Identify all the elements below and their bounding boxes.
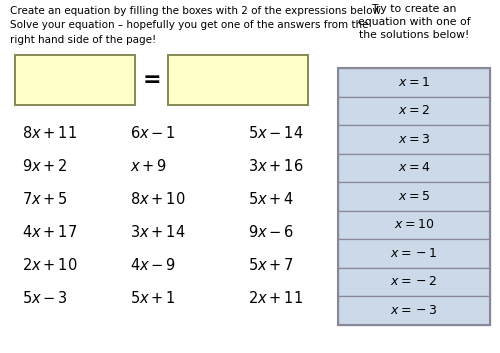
Text: $x = -2$: $x = -2$ [390, 275, 438, 288]
Text: $5x + 4$: $5x + 4$ [248, 191, 294, 207]
Text: $8x + 10$: $8x + 10$ [130, 191, 186, 207]
Bar [338, 239, 490, 268]
Text: $9x - 6$: $9x - 6$ [248, 224, 294, 240]
Bar [338, 182, 490, 210]
Text: $9x + 2$: $9x + 2$ [22, 158, 68, 174]
Bar [338, 68, 490, 324]
Text: $x = 4$: $x = 4$ [398, 161, 430, 174]
Bar [338, 296, 490, 324]
Text: $x = -1$: $x = -1$ [390, 247, 438, 260]
Text: $x = 10$: $x = 10$ [394, 218, 434, 231]
Text: $4x + 17$: $4x + 17$ [22, 224, 78, 240]
Text: $3x + 14$: $3x + 14$ [130, 224, 186, 240]
Text: $6x - 1$: $6x - 1$ [130, 125, 176, 141]
Text: $4x - 9$: $4x - 9$ [130, 257, 176, 273]
Text: $x = -3$: $x = -3$ [390, 304, 438, 317]
Bar [338, 96, 490, 125]
Text: $8x + 11$: $8x + 11$ [22, 125, 77, 141]
Text: $2x + 11$: $2x + 11$ [248, 290, 303, 306]
Text: =: = [142, 70, 161, 90]
Text: $7x + 5$: $7x + 5$ [22, 191, 68, 207]
Text: $x + 9$: $x + 9$ [130, 158, 167, 174]
Text: $x = 3$: $x = 3$ [398, 133, 430, 146]
Text: $x = 5$: $x = 5$ [398, 190, 430, 203]
Bar [338, 210, 490, 239]
Bar [338, 68, 490, 96]
Text: $2x + 10$: $2x + 10$ [22, 257, 78, 273]
Text: $5x + 7$: $5x + 7$ [248, 257, 294, 273]
Text: Try to create an
equation with one of
the solutions below!: Try to create an equation with one of th… [358, 4, 470, 40]
Text: $3x + 16$: $3x + 16$ [248, 158, 304, 174]
Text: $5x - 3$: $5x - 3$ [22, 290, 68, 306]
FancyBboxPatch shape [168, 55, 308, 105]
Text: Create an equation by filling the boxes with 2 of the expressions below.
Solve y: Create an equation by filling the boxes … [10, 6, 384, 45]
Text: $x = 1$: $x = 1$ [398, 76, 430, 89]
Bar [338, 154, 490, 182]
Text: $5x - 14$: $5x - 14$ [248, 125, 304, 141]
FancyBboxPatch shape [15, 55, 135, 105]
Bar [338, 125, 490, 154]
Bar [338, 268, 490, 296]
Text: $x = 2$: $x = 2$ [398, 104, 430, 117]
Text: $5x + 1$: $5x + 1$ [130, 290, 176, 306]
